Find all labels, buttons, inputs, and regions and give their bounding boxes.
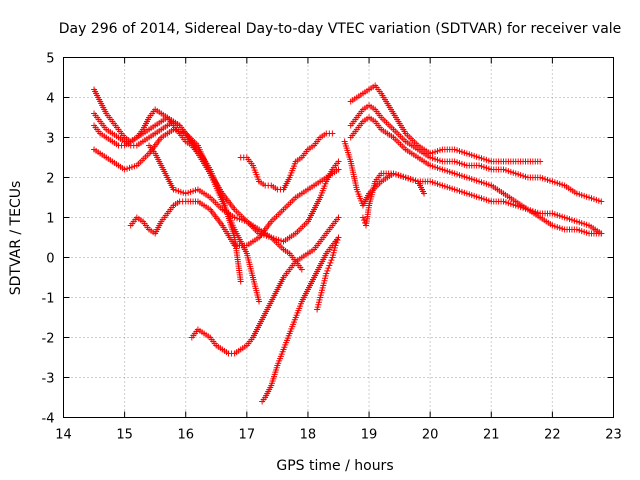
x-tick-label: 20 xyxy=(422,428,439,443)
data-point xyxy=(324,267,331,274)
x-tick-label: 22 xyxy=(544,428,561,443)
data-point xyxy=(335,234,342,241)
data-point xyxy=(333,239,340,246)
y-tick-label: 1 xyxy=(46,212,54,227)
plot-frame xyxy=(63,57,614,418)
y-tick-label: 5 xyxy=(46,52,54,67)
data-point xyxy=(598,230,605,237)
series-track-4 xyxy=(91,126,342,245)
series-track-6 xyxy=(146,142,305,273)
series-track-12 xyxy=(347,102,605,205)
data-point xyxy=(329,130,336,137)
data-point xyxy=(332,242,339,249)
series-track-10 xyxy=(314,234,342,313)
y-tick-label: 3 xyxy=(46,132,54,147)
x-tick-label: 19 xyxy=(361,428,378,443)
data-point xyxy=(327,259,334,266)
x-axis-title: GPS time / hours xyxy=(276,458,393,474)
y-tick-label: -3 xyxy=(42,372,55,387)
y-tick-label: -2 xyxy=(42,332,55,347)
data-point xyxy=(335,166,342,173)
chart-title: Day 296 of 2014, Sidereal Day-to-day VTE… xyxy=(59,21,622,37)
data-point xyxy=(421,190,428,197)
y-tick-label: -1 xyxy=(42,292,55,307)
data-point xyxy=(359,214,366,221)
data-point xyxy=(598,198,605,205)
y-axis-title: SDTVAR / TECUs xyxy=(8,181,24,296)
series-track-3 xyxy=(91,114,244,285)
data-point xyxy=(237,278,244,285)
data-point xyxy=(323,270,330,277)
series-track-7 xyxy=(237,130,336,193)
x-tick-label: 17 xyxy=(239,428,256,443)
y-tick-label: 2 xyxy=(46,172,54,187)
series-track-8 xyxy=(188,214,342,357)
data-point xyxy=(335,158,342,165)
data-point xyxy=(328,257,335,264)
data-point xyxy=(325,265,332,272)
y-tick-label: 0 xyxy=(46,252,54,267)
series-track-13 xyxy=(347,114,605,237)
y-tick-label: 4 xyxy=(46,92,54,107)
x-tick-label: 21 xyxy=(483,428,500,443)
grid-lines xyxy=(63,57,614,418)
x-tick-label: 18 xyxy=(300,428,317,443)
series-track-11 xyxy=(347,82,544,165)
x-tick-label: 14 xyxy=(55,428,72,443)
data-point xyxy=(256,298,263,305)
data-point xyxy=(298,266,305,273)
x-tick-label: 15 xyxy=(116,428,133,443)
data-point xyxy=(360,217,367,224)
series-track-15 xyxy=(341,138,428,209)
x-tick-label: 23 xyxy=(605,428,622,443)
data-point xyxy=(334,237,341,244)
y-tick-label: -4 xyxy=(42,412,55,427)
data-marks xyxy=(91,82,605,405)
x-tick-label: 16 xyxy=(177,428,194,443)
data-point xyxy=(326,262,333,269)
data-point xyxy=(335,214,342,221)
data-point xyxy=(537,158,544,165)
